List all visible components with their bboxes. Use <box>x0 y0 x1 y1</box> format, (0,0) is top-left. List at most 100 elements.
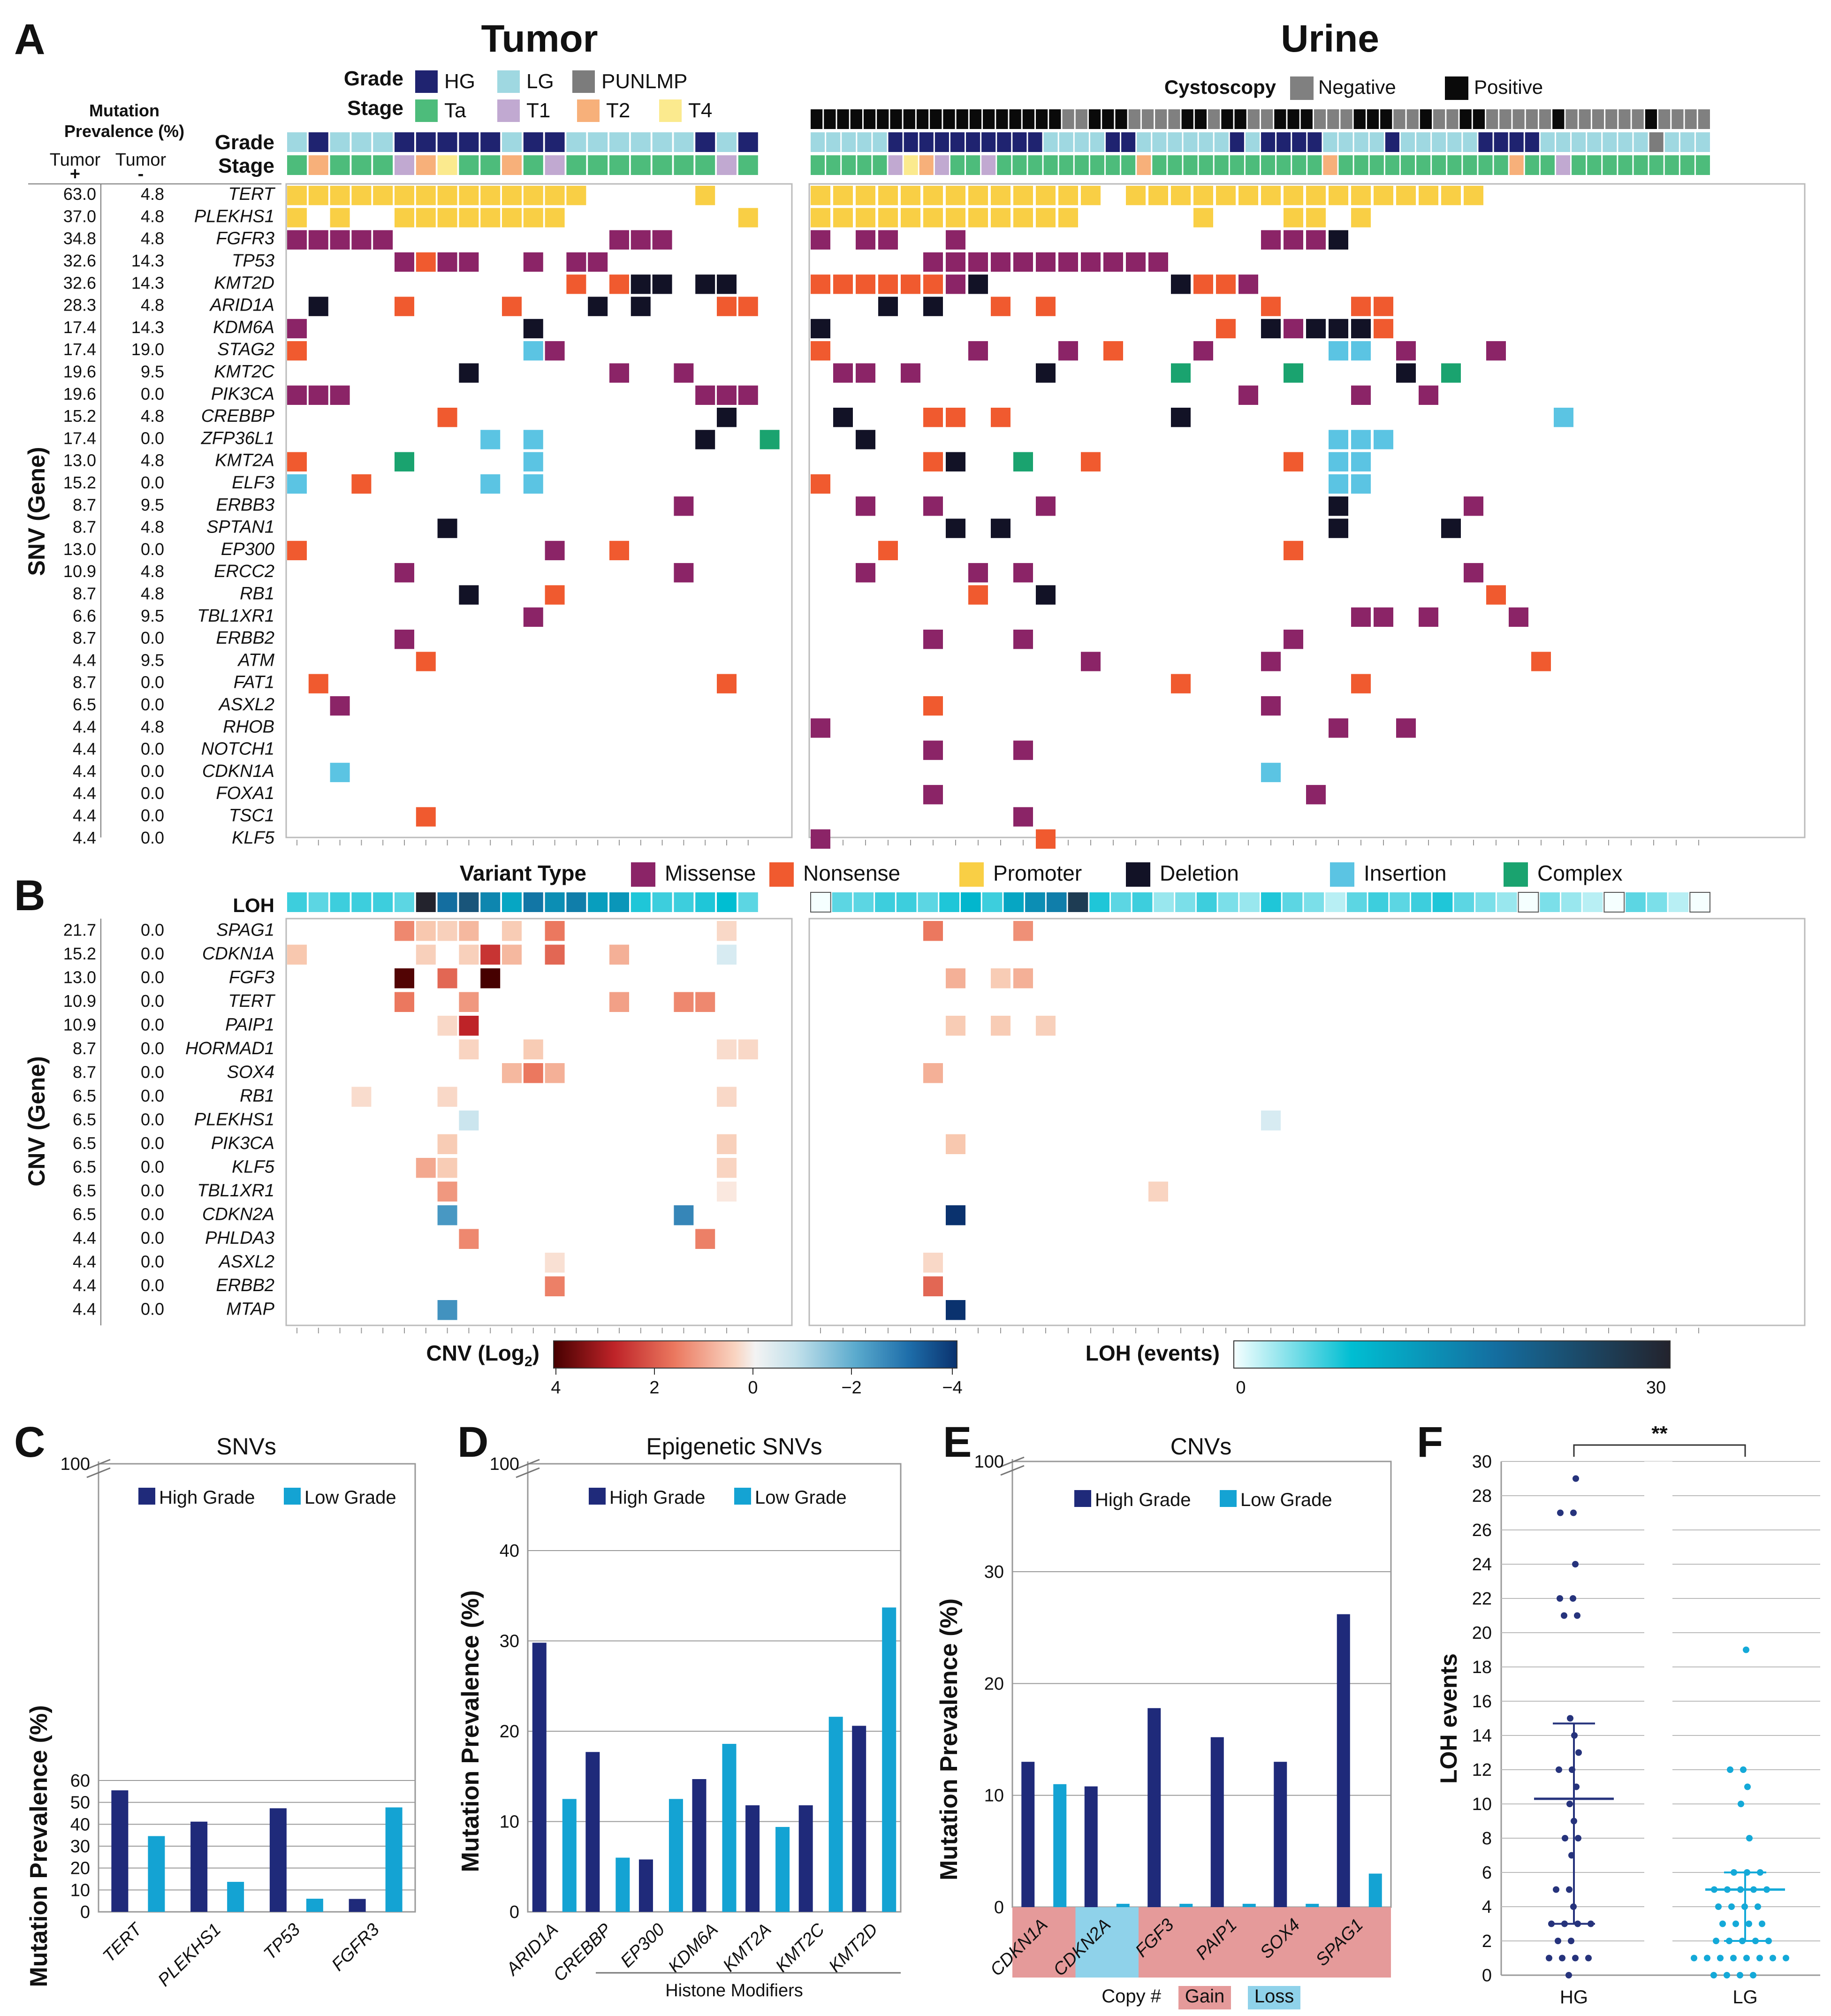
cnv-gene-label: HORMAD1 <box>185 1039 274 1058</box>
urine-stage-cell <box>1416 155 1431 175</box>
snv-prev-tumor-neg: 0.0 <box>141 540 164 559</box>
grade-legend-swatch-punlmp <box>572 70 595 93</box>
snv-cell <box>1329 474 1348 494</box>
urine-loh-cell <box>896 892 917 912</box>
urine-stage-cell <box>1494 155 1508 175</box>
f-point-lg <box>1743 1646 1749 1653</box>
variant-legend-swatch-insertion <box>1330 862 1354 887</box>
y-tick-label: 0 <box>1482 1966 1492 1986</box>
tumor-stage-cell <box>308 155 328 175</box>
snv-cell <box>946 518 965 538</box>
snv-cell <box>1531 652 1551 671</box>
snv-gene-label: RHOB <box>223 717 274 737</box>
urine-cysto-cell <box>1592 109 1604 129</box>
snv-cell <box>1464 186 1483 205</box>
snv-cell <box>330 186 350 205</box>
f-point-hg <box>1546 1955 1552 1962</box>
snv-cell <box>308 186 328 205</box>
tumor-stage-cell <box>373 155 393 175</box>
snv-cell <box>1081 186 1101 205</box>
urine-cysto-cell <box>1208 109 1220 129</box>
snv-cell <box>1441 518 1461 538</box>
copy-band-gain <box>1139 1907 1202 1978</box>
snv-gene-label: CREBBP <box>201 406 275 426</box>
snv-cell <box>1058 208 1078 228</box>
y-tick-label: 40 <box>70 1815 90 1834</box>
cnv-cell <box>545 944 565 965</box>
urine-stage-cell <box>1292 155 1307 175</box>
tumor-loh-cell <box>523 892 543 912</box>
cnv-prev-tumor-neg: 0.0 <box>141 1276 164 1295</box>
snv-cell <box>1441 186 1461 205</box>
snv-prev-tumor-neg: 4.8 <box>141 562 164 581</box>
f-point-hg <box>1570 1595 1576 1602</box>
cnv-axis-label: CNV (Gene) <box>23 1056 50 1187</box>
cnv-cell <box>674 1205 694 1225</box>
f-point-lg <box>1713 1938 1719 1944</box>
y-tick-label: 0 <box>80 1902 90 1922</box>
cnv-scale-tick-label: −4 <box>942 1378 962 1398</box>
snv-cell <box>652 274 672 294</box>
cnv-cell <box>923 1276 943 1296</box>
snv-prev-tumor-pos: 32.6 <box>63 251 96 270</box>
urine-cysto-cell <box>811 109 823 129</box>
cnv-scale-tick-label: −2 <box>841 1378 861 1398</box>
urine-grade-cell <box>1261 132 1276 152</box>
snv-cell <box>330 762 350 783</box>
urine-cysto-cell <box>1393 109 1406 129</box>
snv-cell <box>991 186 1010 205</box>
cnv-cell <box>502 944 522 965</box>
cnv-cell <box>545 1063 565 1083</box>
snv-prev-tumor-pos: 19.6 <box>63 384 96 403</box>
snv-cell <box>566 274 586 294</box>
urine-grade-cell <box>1199 132 1213 152</box>
urine-cysto-cell <box>1075 109 1087 129</box>
grade-row-label: Grade <box>215 131 274 154</box>
x-tick-label: KMT2C <box>772 1919 828 1976</box>
snv-gene-label: EP300 <box>221 540 274 559</box>
snv-prev-tumor-pos: 28.3 <box>63 296 96 315</box>
snv-cell <box>545 341 565 361</box>
snv-cell <box>1284 363 1303 383</box>
f-point-hg <box>1557 1595 1563 1602</box>
snv-cell <box>946 408 965 427</box>
urine-cysto-cell <box>1499 109 1512 129</box>
snv-cell <box>811 341 830 361</box>
snv-cell <box>351 230 372 250</box>
urine-stage-cell <box>826 155 841 175</box>
urine-stage-cell <box>1214 155 1229 175</box>
cnv-cell <box>674 992 694 1012</box>
urine-grade-cell <box>1385 132 1399 152</box>
urine-loh-cell <box>1582 892 1603 912</box>
bar-low-grade <box>1368 1873 1382 1907</box>
grade-legend-punlmp: PUNLMP <box>601 70 687 93</box>
snv-prev-tumor-neg: 0.0 <box>141 695 164 714</box>
urine-loh-cell <box>1089 892 1109 912</box>
urine-grade-cell <box>1463 132 1477 152</box>
chart-title-e: CNVs <box>1170 1433 1232 1460</box>
tumor-stage-cell <box>351 155 372 175</box>
tumor-loh-cell <box>308 892 328 912</box>
urine-grade-cell <box>1152 132 1167 152</box>
snv-cell <box>1509 607 1528 627</box>
snv-cell <box>1193 208 1213 228</box>
cnv-cell <box>1036 1016 1056 1036</box>
snv-cell <box>1193 186 1213 205</box>
cystoscopy-positive-swatch <box>1445 76 1468 100</box>
urine-cysto-cell <box>1088 109 1101 129</box>
urine-grade-cell <box>1369 132 1384 152</box>
tumor-stage-cell <box>695 155 715 175</box>
snv-cell <box>901 208 920 228</box>
urine-grade-cell <box>1432 132 1446 152</box>
snv-cell <box>416 186 436 205</box>
urine-grade-cell <box>1556 132 1571 152</box>
x-tick-label: TERT <box>99 1919 146 1966</box>
snv-cell <box>811 208 830 228</box>
snv-cell <box>1419 186 1438 205</box>
urine-cysto-cell <box>1420 109 1432 129</box>
tumor-stage-cell <box>545 155 565 175</box>
y-tick-label: 40 <box>500 1541 519 1561</box>
snv-cell <box>811 474 830 494</box>
urine-loh-cell <box>832 892 852 912</box>
snv-cell <box>717 674 737 693</box>
